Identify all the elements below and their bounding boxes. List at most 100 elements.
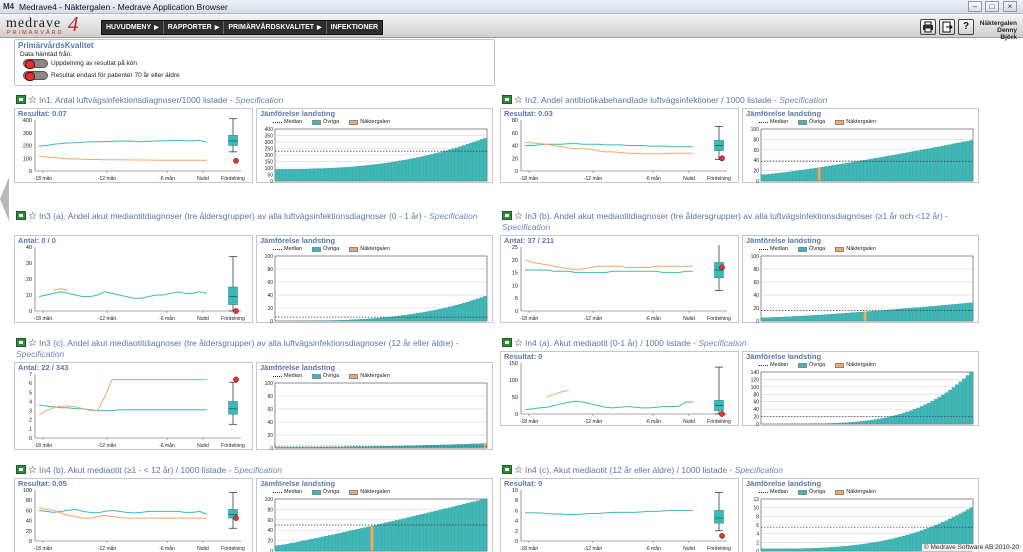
y-tick-label: 100 [265, 381, 274, 387]
bar-ovriga [469, 142, 473, 182]
y-tick-label: 20 [267, 306, 273, 312]
menu-item-primarvardskvalitet[interactable]: PRIMÄRVÅRDSKVALITET ▶ [224, 21, 327, 34]
bar-ovriga [902, 535, 906, 552]
excel-export-icon[interactable] [16, 95, 26, 104]
bar-ovriga [416, 515, 420, 552]
specification-link[interactable]: Specification [233, 465, 282, 475]
excel-export-icon[interactable] [502, 95, 512, 104]
help-button[interactable]: ? [958, 19, 974, 35]
bar-ovriga [412, 445, 417, 449]
bar-ovriga [842, 313, 846, 322]
bar-ovriga [334, 446, 339, 449]
bar-ovriga [416, 445, 420, 449]
series-ovriga-line [38, 291, 208, 299]
bar-ovriga [352, 446, 357, 449]
y-tick-label: 40 [267, 528, 273, 534]
specification-link[interactable]: Specification [734, 465, 783, 475]
bar-ovriga [796, 316, 800, 322]
specification-link[interactable]: Specification [779, 95, 828, 105]
bar-ovriga [274, 545, 279, 552]
bar-ovriga [951, 143, 956, 182]
excel-export-icon[interactable] [502, 465, 512, 474]
bar-ovriga [905, 534, 910, 552]
legend-item: Näktergalen [349, 119, 390, 125]
star-icon[interactable]: ☆ [28, 465, 37, 476]
bar-ovriga [306, 168, 311, 182]
star-icon[interactable]: ☆ [514, 338, 523, 349]
excel-export-icon[interactable] [502, 338, 512, 347]
indicator-title: ☆ In4 (a). Akut mediaotit (0-1 år) / 1000… [502, 338, 972, 349]
bar-ovriga [292, 447, 297, 449]
close-button[interactable]: × [1003, 1, 1017, 12]
bar-ovriga [345, 531, 350, 552]
legend-swatch [798, 246, 808, 252]
bar-ovriga [430, 310, 434, 322]
star-icon[interactable]: ☆ [28, 95, 37, 106]
excel-export-icon[interactable] [502, 211, 512, 220]
y-tick-label: 0 [515, 539, 518, 545]
specification-link[interactable]: Specification [698, 338, 747, 348]
star-icon[interactable]: ☆ [28, 338, 37, 349]
menu-item-huvudmeny[interactable]: HUVUDMENY ▶ [102, 21, 164, 34]
menu-item-rapporter[interactable]: RAPPORTER ▶ [164, 21, 225, 34]
y-tick-label: 80 [267, 267, 273, 273]
bar-ovriga [796, 548, 800, 552]
bar-ovriga [395, 445, 399, 449]
scroll-left-arrow[interactable] [0, 177, 9, 221]
bar-ovriga [342, 320, 346, 322]
bar-ovriga [281, 169, 286, 182]
bar-ovriga [806, 548, 811, 552]
filter-option-gender[interactable]: Uppdelning av resultat på kön [23, 59, 137, 69]
bar-ovriga [370, 164, 374, 182]
series-ovriga-line [38, 404, 207, 412]
specification-link[interactable]: Specification [16, 349, 65, 359]
toggle-switch[interactable] [23, 71, 48, 81]
excel-export-icon[interactable] [16, 211, 26, 220]
filter-option-age70[interactable]: Resultat endast för patienter 70 år elle… [23, 71, 180, 81]
excel-export-icon[interactable] [16, 338, 26, 347]
bar-ovriga [764, 317, 768, 322]
bar-ovriga [380, 446, 385, 449]
toggle-switch[interactable] [23, 59, 48, 69]
legend-swatch [349, 373, 359, 379]
comparison-chart: 100 80 60 40 20 0 [265, 254, 488, 323]
specification-link[interactable]: Specification [429, 211, 478, 221]
maximize-button[interactable]: □ [985, 1, 999, 12]
bar-ovriga [955, 384, 959, 425]
star-icon[interactable]: ☆ [28, 211, 37, 222]
legend-label: Median [284, 373, 303, 379]
y-tick-label: 20 [26, 277, 32, 283]
menu-item-infektioner[interactable]: INFEKTIONER [330, 24, 379, 31]
trend-panel: Antal: 22 / 343 7 6 5 4 3 2 1 0 -18 mån -12 mån -6 … [14, 362, 253, 450]
x-tick-label: Nutid [683, 419, 695, 425]
bar-ovriga [405, 517, 410, 552]
printer-icon[interactable] [920, 19, 936, 35]
x-tick-label: -18 mån [34, 315, 53, 322]
bar-ovriga [356, 319, 360, 322]
comparison-title: Jämförelse landsting [260, 236, 336, 245]
main-menu: HUVUDMENY ▶ RAPPORTER ▶ PRIMÄRVÅRDSKVALITE… [101, 20, 384, 35]
series-naktergalen-line [38, 155, 207, 161]
bar-naktergalen [370, 525, 374, 552]
logo-text: medrave [6, 16, 62, 31]
excel-export-icon[interactable] [16, 465, 26, 474]
bar-ovriga [465, 144, 470, 182]
bar-ovriga [444, 150, 448, 182]
star-icon[interactable]: ☆ [514, 211, 523, 222]
user-info: Näktergalen Denny Björk [979, 20, 1017, 41]
specification-link[interactable]: Specification [235, 95, 284, 105]
minimize-button[interactable]: – [968, 1, 982, 12]
bar-ovriga [916, 150, 920, 182]
specification-link[interactable]: Specification [502, 222, 551, 232]
chart-legend: Median Övriga Näktergalen [759, 119, 876, 125]
bar-naktergalen [817, 167, 821, 182]
star-icon[interactable]: ☆ [514, 465, 523, 476]
bar-ovriga [852, 161, 857, 182]
exit-icon[interactable] [939, 19, 955, 35]
bar-ovriga [785, 171, 790, 182]
bar-ovriga [831, 165, 836, 182]
x-tick-label: -6 mån [159, 175, 175, 182]
star-icon[interactable]: ☆ [514, 95, 523, 106]
bar-ovriga [387, 162, 392, 182]
box-iqr [228, 509, 238, 519]
